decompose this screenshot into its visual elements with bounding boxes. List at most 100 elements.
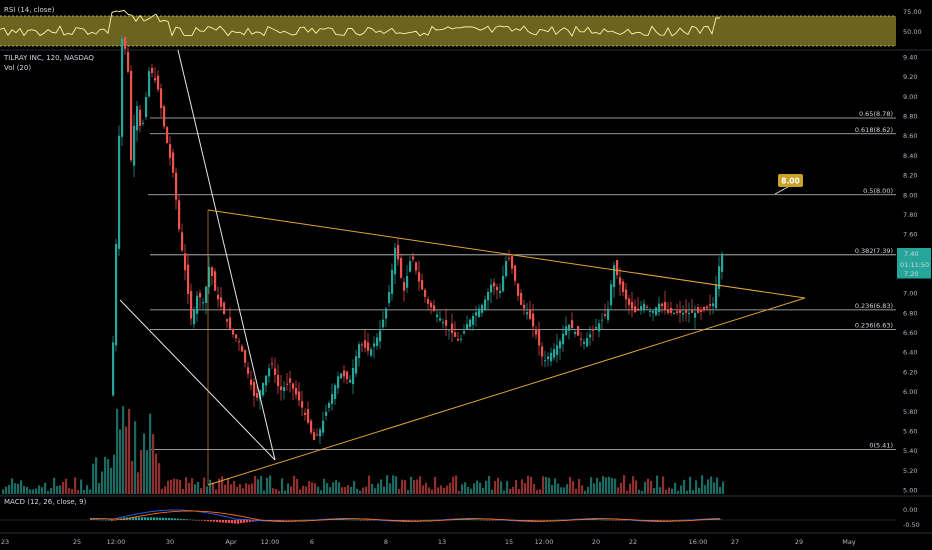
candle-body [460,338,463,340]
triangle-upper[interactable] [207,209,806,299]
symbol-title[interactable]: TILRAY INC, 120, NASDAQ [4,54,94,62]
candle-body [676,311,679,313]
volume-bar [488,475,491,494]
candle-body [532,313,535,327]
candle-body [646,306,649,308]
volume-bar [449,482,452,494]
macd-histogram-bar [426,519,429,521]
fib-retracement[interactable]: 0.65(8.78) 0.618(8.62) 0.5(8.00) 0.382(7.39… [148,110,896,451]
volume-legend[interactable]: Vol (20) [4,64,32,72]
volume-bar [308,481,311,494]
candle-body [286,383,289,385]
candle-body [346,371,349,380]
volume-bar [479,482,482,494]
candle-body [439,318,442,321]
volume-bar [323,478,326,494]
macd-histogram-bar [483,519,486,521]
time-axis[interactable]: 23 25 12:00 30 Apr 12:00 6 8 13 15 12:00 20 22 16:00 2… [1,538,856,546]
macd-panel[interactable] [0,509,896,524]
volume-bar [650,480,653,494]
volume-bar [422,485,425,494]
volume-bar [521,479,524,494]
volume-bar [419,476,422,494]
volume-bar [293,475,296,494]
candle-body [691,310,694,313]
candle-body [559,341,562,349]
candle-body [601,319,604,321]
volume-bar [506,481,509,494]
macd-histogram-bar [276,520,279,521]
price-tick: 6.20 [903,368,917,376]
volume-bar [533,484,536,494]
volume-bar [332,482,335,494]
macd-histogram-bar [183,519,186,520]
candle-body [421,280,424,290]
volume-bar [20,480,23,494]
rsi-panel[interactable]: 75.00 50.00 [0,8,922,47]
volume-bar [236,486,239,494]
volume-bar [476,480,479,494]
candle-body [424,289,427,297]
candle-body [493,282,496,287]
macd-histogram-bar [597,519,600,521]
macd-histogram-bar [414,520,417,521]
candle-body [595,327,598,329]
macd-histogram-bar [681,519,684,521]
candle-body [220,297,223,307]
rsi-legend[interactable]: RSI (14, close) [4,6,55,14]
volume-bar [74,477,77,494]
volume-bar [458,490,461,494]
target-badge[interactable] [778,174,803,187]
countdown-timer: 01:11:50 [900,261,929,269]
candle-body [343,370,346,377]
price-tick: 7.80 [903,211,917,219]
volume-bar [350,486,353,494]
volume-bar [497,477,500,494]
macd-histogram-bar [162,517,165,520]
rsi-line [0,9,720,37]
price-plot[interactable]: 0.65(8.78) 0.618(8.62) 0.5(8.00) 0.382(7.39… [2,35,896,494]
volume-bar [203,477,206,494]
macd-histogram-bar [114,520,117,521]
volume-bar [194,484,197,494]
candle-body [613,265,616,288]
volume-bar [266,477,269,494]
candle-body [442,322,445,324]
volume-bar [125,426,128,494]
candle-body [445,320,448,326]
time-tick: 27 [731,538,739,546]
macd-histogram-bar [228,520,231,524]
trendline-left[interactable] [119,299,276,461]
time-tick: 22 [629,538,637,546]
candle-body [118,135,121,249]
candle-body [412,256,415,260]
volume-bar [29,489,32,494]
macd-histogram-bar [153,517,156,520]
volume-bar [95,457,98,494]
macd-histogram-bar [294,520,297,521]
volume-bar [386,475,389,494]
volume-bar [461,484,464,494]
volume-bar [395,476,398,494]
candle-body [556,345,559,356]
trendline-down[interactable] [177,49,276,461]
volume-bars [2,406,725,494]
candle-body [712,303,715,307]
volume-bar [392,475,395,494]
candle-body [640,306,643,311]
volume-bar [269,475,272,494]
price-axis[interactable]: 9.40 9.20 9.00 8.80 8.60 8.40 8.20 8.00 7.80 7.60… [897,54,931,495]
volume-bar [176,479,179,494]
triangle-lower[interactable] [207,297,806,486]
macd-legend[interactable]: MACD (12, 26, close, 9) [4,498,87,506]
volume-bar [32,489,35,494]
volume-bar [485,480,488,494]
macd-histogram-bar [213,520,216,522]
price-tick: 5.40 [903,447,917,455]
volume-bar [431,489,434,494]
candle-body [616,259,619,276]
price-tick: 5.60 [903,427,917,435]
volume-bar [137,472,140,494]
candle-body [652,311,655,313]
